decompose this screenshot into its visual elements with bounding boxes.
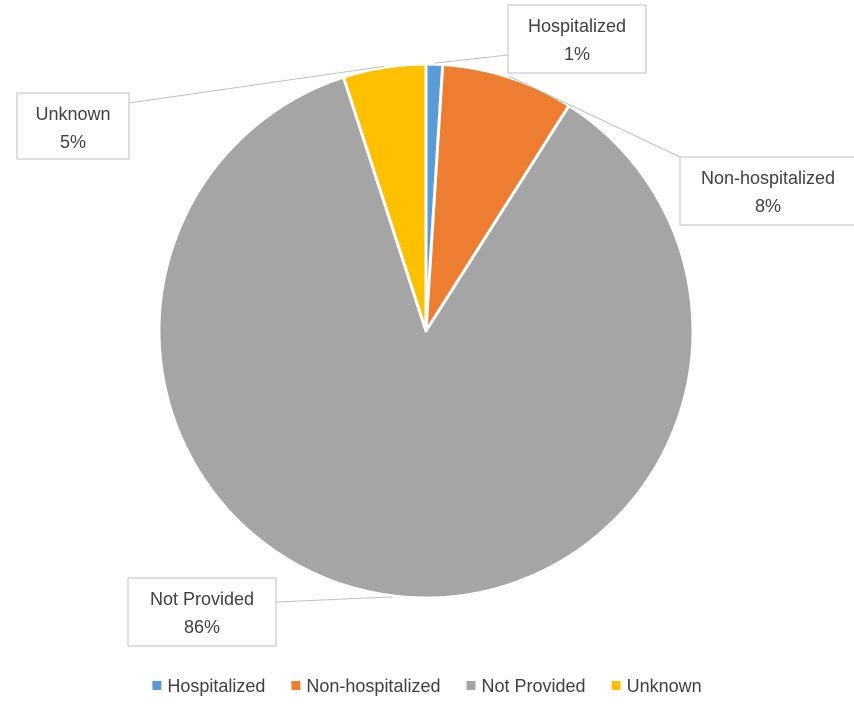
- legend-swatch-hospitalized: [152, 681, 162, 690]
- data-label-unknown: Unknown 5%: [16, 92, 130, 160]
- legend-swatch-unknown: [611, 681, 621, 690]
- data-label-non-hospitalized: Non-hospitalized 8%: [679, 156, 854, 226]
- legend-swatch-non-hospitalized: [291, 681, 301, 690]
- leader-line-non-hospitalized: [508, 75, 681, 158]
- leader-line-not-provided: [275, 596, 393, 603]
- data-label-not-provided: Not Provided 86%: [127, 577, 277, 647]
- data-label-value: 86%: [184, 617, 220, 637]
- data-label-value: 1%: [564, 44, 590, 64]
- data-label-value: 5%: [60, 132, 86, 152]
- pie-slice-unknown: [341, 62, 428, 333]
- data-label-name: Hospitalized: [528, 16, 626, 36]
- legend-label-unknown: Unknown: [627, 676, 702, 696]
- data-label-name: Unknown: [35, 104, 110, 124]
- data-label-hospitalized: Hospitalized 1%: [507, 4, 647, 74]
- legend-label-not-provided: Not Provided: [482, 676, 586, 696]
- data-label-box: [16, 92, 130, 160]
- data-label-callouts: Hospitalized 1% Non-hospitalized 8% Not Prov…: [16, 4, 854, 647]
- leader-line-hospitalized: [434, 54, 509, 64]
- leader-line-unknown: [128, 65, 385, 104]
- data-label-box: [679, 156, 854, 226]
- legend-label-hospitalized: Hospitalized: [167, 676, 265, 696]
- legend-swatch-not-provided: [466, 681, 476, 690]
- data-label-box: [127, 577, 277, 647]
- pie-slices: [157, 62, 695, 600]
- legend: Hospitalized Non-hospitalized Not Provided…: [152, 676, 702, 696]
- pie-slice-not-provided: [157, 75, 695, 600]
- legend-label-non-hospitalized: Non-hospitalized: [306, 676, 440, 696]
- data-label-name: Non-hospitalized: [701, 168, 835, 188]
- data-label-name: Not Provided: [150, 589, 254, 609]
- data-label-value: 8%: [755, 196, 781, 216]
- leader-lines: [128, 54, 681, 603]
- data-label-box: [507, 4, 647, 74]
